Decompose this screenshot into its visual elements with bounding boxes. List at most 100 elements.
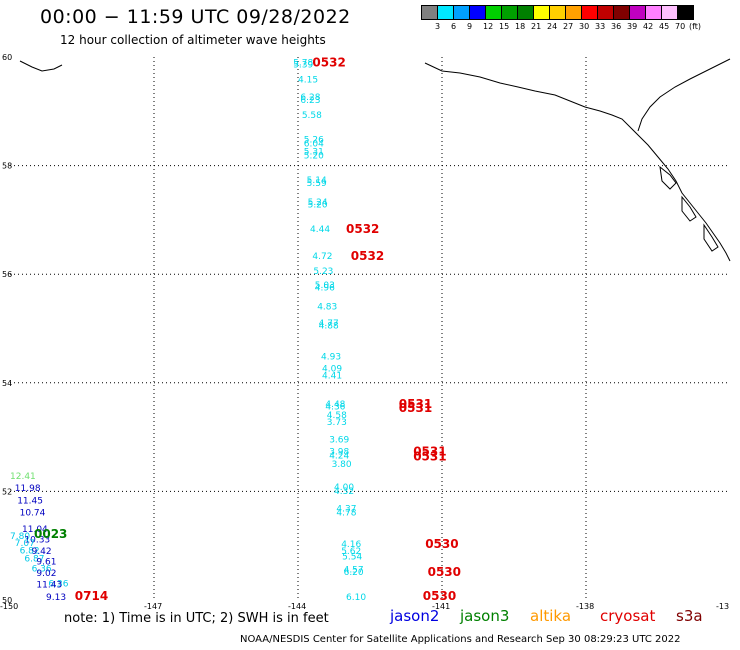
wave-height-label: 10.74: [20, 508, 46, 518]
wave-height-label: 4.96: [315, 284, 335, 294]
legend-swatch: [629, 5, 646, 20]
wave-height-label: 6.36: [32, 564, 52, 574]
legend-swatch: [469, 5, 486, 20]
legend-swatch: [533, 5, 550, 20]
legend-label: 27: [563, 22, 574, 31]
wave-height-label: 10.33: [24, 536, 50, 546]
island-1: [659, 165, 677, 190]
satellite-legend-cryosat: cryosat: [600, 607, 656, 625]
satellite-legend-jason3: jason3: [460, 607, 510, 625]
x-tick-label: -150: [0, 602, 18, 611]
wave-height-label: 7.80: [10, 532, 30, 542]
pass-time-label: 0531: [413, 450, 446, 464]
x-tick-label: -144: [288, 602, 306, 611]
wave-height-label: 4.77: [319, 319, 339, 329]
credit-line: NOAA/NESDIS Center for Satellite Applica…: [240, 634, 681, 645]
alaska-inner-coast: [637, 58, 731, 132]
page-title: 00:00 − 11:59 UTC 09/28/2022: [40, 6, 351, 28]
legend-label: 9: [467, 22, 473, 31]
legend-swatch: [597, 5, 614, 20]
axis-tick-labels: -150 -147 -144 -141 -138 -13 60 58 56 54 52 50: [0, 53, 729, 611]
wave-height-label: 4.36: [325, 403, 345, 413]
wave-height-label: 4.24: [329, 451, 349, 461]
wave-height-label: 4.83: [317, 303, 337, 313]
legend-label: 36: [611, 22, 622, 31]
legend-swatch: [421, 5, 438, 20]
pass-time-label: 0532: [346, 222, 379, 236]
wave-height-label: 4.41: [322, 372, 342, 382]
wave-height-label: 5.31: [304, 147, 324, 157]
legend-swatch: [677, 5, 694, 20]
wave-height-label: 4.44: [310, 225, 330, 235]
wave-height-label: 9.61: [36, 557, 56, 567]
legend-swatch: [645, 5, 662, 20]
satellite-legend-altika: altika: [530, 607, 572, 625]
alaska-coast: [424, 62, 731, 262]
wave-height-label: 6.82: [20, 547, 40, 557]
wave-height-label: 12.41: [10, 472, 36, 482]
wave-height-label: 6.28: [300, 93, 320, 103]
satellite-legend-s3a: s3a: [676, 607, 703, 625]
wave-height-label: 4.48: [325, 400, 345, 410]
wave-height-label: 5.39: [293, 61, 313, 71]
wave-height-label: 4.78: [336, 508, 356, 518]
legend-label: 42: [643, 22, 654, 31]
pass-time-label: 0531: [399, 401, 432, 415]
wave-height-label: 4.15: [298, 76, 318, 86]
wave-height-label: 6.04: [304, 139, 324, 149]
wave-height-label: 11.43: [36, 581, 62, 591]
wave-height-label: 5.58: [302, 111, 322, 121]
satellite-legend-jason2: jason2: [390, 607, 440, 625]
wave-height-label: 4.57: [344, 566, 364, 576]
x-tick-label: -147: [144, 602, 162, 611]
coastline: [19, 58, 731, 262]
legend-label: 12: [483, 22, 494, 31]
wave-height-label: 3.69: [329, 436, 349, 446]
y-tick-label: 58: [2, 162, 12, 171]
wave-height-label: 5.20: [304, 152, 324, 162]
wave-height-label: 5.03: [315, 281, 335, 291]
legend-swatch: [437, 5, 454, 20]
wave-height-label: 5.59: [307, 179, 327, 189]
wave-height-label: 4.72: [312, 252, 332, 262]
wave-height-label: 4.09: [322, 365, 342, 375]
pass-time-label: 0530: [423, 589, 456, 603]
legend-label: 18: [515, 22, 526, 31]
legend-swatch: [565, 5, 582, 20]
y-tick-label: 54: [2, 379, 12, 388]
wave-height-label: 7.07: [15, 539, 35, 549]
wave-height-label: 9.42: [32, 547, 52, 557]
legend-label: 15: [499, 22, 510, 31]
color-legend: [421, 5, 694, 20]
legend-label: 30: [579, 22, 590, 31]
legend-label: 39: [627, 22, 638, 31]
pass-time-labels: 0532053205320531053105310531053005300530…: [75, 55, 461, 603]
wave-height-label: 9.02: [36, 569, 56, 579]
wave-height-label: 6.20: [344, 568, 364, 578]
legend-swatch: [661, 5, 678, 20]
x-tick-label: -138: [576, 602, 594, 611]
x-tick-label: -13: [716, 602, 729, 611]
wave-height-label: 3.98: [329, 448, 349, 458]
wave-height-label: 11.98: [15, 484, 41, 494]
island-3: [703, 223, 719, 252]
wave-height-label: 6.87: [24, 555, 44, 565]
legend-label: 33: [595, 22, 606, 31]
wave-height-label: 4.00: [334, 483, 354, 493]
footnote: note: 1) Time is in UTC; 2) SWH is in fe…: [64, 611, 329, 626]
legend-swatch: [453, 5, 470, 20]
wave-height-map: 5.785.394.156.286.235.585.266.045.315.20…: [0, 53, 731, 611]
wave-height-label: 4.16: [341, 540, 361, 550]
legend-swatch: [517, 5, 534, 20]
wave-height-labels: 5.785.394.156.286.235.585.266.045.315.20…: [10, 58, 366, 603]
legend-swatch: [501, 5, 518, 20]
wave-height-label: 4.93: [321, 353, 341, 363]
legend-swatch: [613, 5, 630, 20]
pass-time-label: 0531: [399, 397, 432, 411]
wave-height-label: 5.14: [307, 176, 327, 186]
wave-height-label: 9.13: [46, 593, 66, 603]
pass-time-label-jason3: 0023: [34, 527, 67, 541]
legend-label: 24: [547, 22, 558, 31]
wave-height-label: 6.10: [346, 593, 366, 603]
pass-time-label: 0532: [351, 249, 384, 263]
